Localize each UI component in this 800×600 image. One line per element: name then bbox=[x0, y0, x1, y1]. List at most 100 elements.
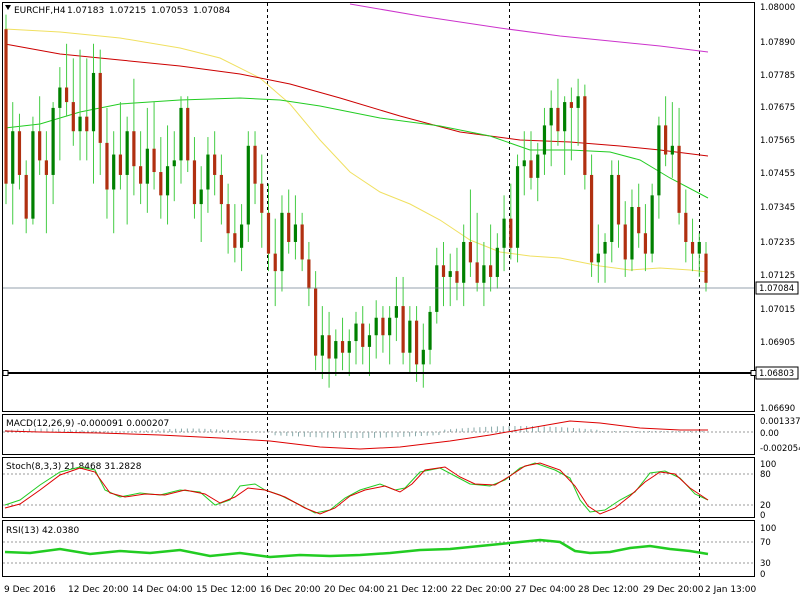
time-tick: 27 Dec 04:00 bbox=[515, 585, 576, 595]
stoch-axis-tick: 100 bbox=[760, 460, 776, 470]
macd-axis-tick: -0.002054 bbox=[760, 444, 800, 454]
candle-body bbox=[388, 317, 392, 336]
candle-body bbox=[690, 241, 695, 254]
candle-body bbox=[462, 241, 466, 283]
current-price-box bbox=[755, 281, 799, 295]
symbol-header: EURCHF,H4 bbox=[14, 6, 66, 16]
price-tick: 1.07235 bbox=[760, 238, 795, 248]
price-tick: 1.08000 bbox=[760, 3, 795, 13]
candle-body bbox=[213, 154, 217, 175]
candle-body bbox=[589, 174, 594, 263]
candle-body bbox=[428, 311, 432, 350]
candle-body bbox=[179, 107, 183, 161]
time-tick: 14 Dec 04:00 bbox=[132, 585, 193, 595]
time-axis[interactable]: 9 Dec 2016 12 Dec 20:00 14 Dec 04:00 15 … bbox=[4, 585, 757, 595]
price-tick: 1.07345 bbox=[760, 203, 795, 213]
candle-body bbox=[677, 145, 681, 213]
candle-body bbox=[401, 306, 405, 353]
candle-body bbox=[354, 323, 358, 342]
candle-body bbox=[91, 72, 96, 132]
rsi-axis-tick: 100 bbox=[760, 524, 776, 534]
candle-body bbox=[468, 241, 473, 263]
price-tick: 1.07890 bbox=[760, 38, 795, 48]
candle-body bbox=[85, 116, 89, 132]
candle-body bbox=[367, 335, 372, 347]
candle-body bbox=[58, 87, 62, 108]
candle-body bbox=[596, 253, 600, 263]
rsi-line bbox=[4, 538, 709, 559]
main-pane[interactable] bbox=[2, 2, 755, 412]
price-tick: 1.07125 bbox=[760, 271, 795, 281]
candle-body bbox=[670, 145, 674, 155]
ma-green-line bbox=[4, 97, 709, 199]
candle-body bbox=[139, 166, 143, 184]
candle-body bbox=[515, 166, 520, 248]
candles-group[interactable] bbox=[4, 14, 708, 388]
candle-body bbox=[489, 265, 493, 277]
ma-yellow-line bbox=[4, 28, 709, 273]
stoch-signal-line bbox=[4, 462, 709, 515]
rsi-axis-tick: 70 bbox=[760, 538, 771, 548]
candle-body bbox=[293, 224, 298, 242]
candle-body bbox=[186, 107, 190, 161]
candle-body bbox=[38, 131, 42, 161]
time-tick: 22 Dec 20:00 bbox=[451, 585, 512, 595]
candle-body bbox=[4, 29, 8, 184]
candle-body bbox=[172, 160, 176, 167]
candle-body bbox=[287, 212, 291, 242]
stoch-label: Stoch(8,3,3) 21.8468 31.2828 bbox=[6, 462, 142, 472]
candle-body bbox=[435, 265, 439, 312]
candle-body bbox=[643, 233, 648, 254]
candle-body bbox=[657, 125, 661, 196]
candle-body bbox=[51, 107, 55, 175]
stoch-axis-tick: 20 bbox=[760, 501, 771, 511]
hline-handle-left[interactable] bbox=[2, 370, 9, 376]
candle-body bbox=[421, 349, 425, 365]
price-tick: 1.07565 bbox=[760, 136, 795, 146]
candle-body bbox=[408, 320, 412, 353]
candle-body bbox=[105, 142, 109, 190]
time-tick: 15 Dec 12:00 bbox=[196, 585, 257, 595]
ohlc-high: 1.07215 bbox=[109, 6, 146, 16]
chart-marker-icon bbox=[5, 5, 11, 10]
candle-body bbox=[340, 341, 345, 353]
candle-body bbox=[206, 154, 210, 190]
candle-body bbox=[549, 107, 553, 126]
candle-body bbox=[616, 174, 621, 225]
candle-body bbox=[347, 341, 351, 353]
candle-body bbox=[239, 224, 244, 248]
candle-body bbox=[623, 224, 627, 260]
candle-body bbox=[71, 102, 75, 132]
time-tick: 29 Dec 20:00 bbox=[643, 585, 704, 595]
candle-body bbox=[132, 131, 136, 167]
candle-body bbox=[583, 96, 587, 175]
price-axis[interactable]: 1.08000 1.07890 1.07785 1.07675 1.07565 … bbox=[760, 3, 795, 414]
macd-axis-tick: 0.00 bbox=[760, 429, 779, 439]
hline-handle-right[interactable] bbox=[750, 370, 757, 376]
price-tick: 1.07455 bbox=[760, 169, 795, 179]
candle-body bbox=[226, 204, 230, 234]
price-tick: 1.06905 bbox=[760, 338, 795, 348]
candle-body bbox=[327, 335, 331, 359]
candle-body bbox=[78, 116, 82, 132]
candle-body bbox=[280, 212, 284, 272]
candle-body bbox=[637, 207, 641, 234]
time-tick: 20 Dec 04:00 bbox=[324, 585, 385, 595]
candle-body bbox=[394, 306, 398, 318]
candle-body bbox=[152, 148, 156, 173]
hline-price-label: 1.06803 bbox=[759, 369, 794, 379]
candle-body bbox=[704, 253, 708, 283]
candle-body bbox=[650, 195, 654, 254]
candle-body bbox=[414, 320, 419, 365]
candle-body bbox=[24, 174, 28, 219]
candle-body bbox=[273, 253, 277, 272]
time-tick: 28 Dec 12:00 bbox=[578, 585, 639, 595]
rsi-pane[interactable] bbox=[2, 520, 755, 577]
candle-body bbox=[125, 131, 129, 175]
candle-body bbox=[563, 102, 567, 132]
candle-body bbox=[630, 207, 634, 260]
candle-body bbox=[448, 271, 452, 277]
candle-body bbox=[576, 96, 580, 108]
candle-body bbox=[11, 131, 15, 184]
